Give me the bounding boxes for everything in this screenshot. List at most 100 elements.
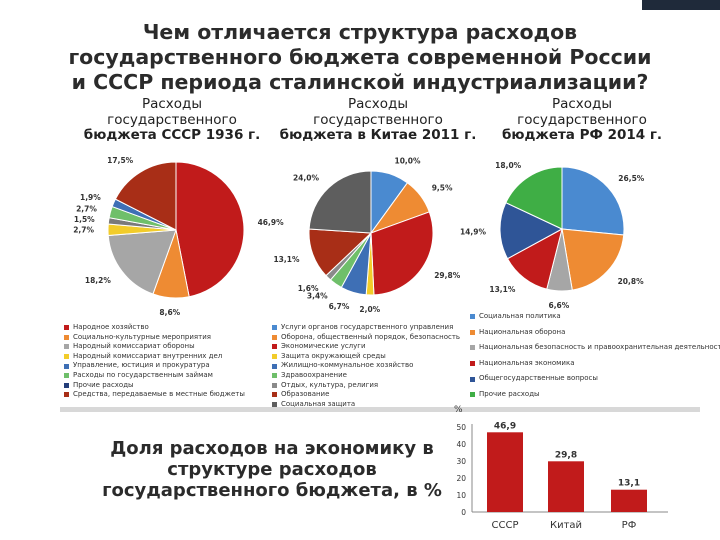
pie-title-ussr-line-1: Расходы (141, 96, 203, 112)
pie-rf-label-0: 26,5% (618, 174, 645, 183)
pie-rf-label-3: 13,1% (489, 285, 516, 294)
legend-china-label-2: Экономические услуги (281, 342, 366, 351)
legend-ussr: Народное хозяйство Социально-культурные м… (64, 323, 245, 400)
legend-ussr-label-6: Прочие расходы (73, 380, 134, 389)
legend-china-label-5: Здравоохранение (281, 370, 347, 379)
legend-ussr-swatch-6 (64, 382, 69, 388)
pie-ussr-slice-0 (175, 161, 245, 298)
legend-china-label-4: Жилищно-коммунальное хозяйство (281, 361, 414, 370)
legend-ussr-label-3: Народный комиссариат внутренних дел (73, 351, 223, 360)
legend-ussr-item-2: Народный комиссариат обороны (64, 342, 245, 352)
bar-category-0: СССР (492, 520, 519, 531)
legend-rf-swatch-1 (470, 329, 475, 335)
legend-rf-swatch-4 (470, 376, 475, 382)
pie-title-china-line-1: Расходы (347, 96, 409, 112)
bar-title-line-3: государственного бюджета, в % (102, 480, 442, 501)
legend-china-item-4: Жилищно-коммунальное хозяйство (272, 361, 460, 371)
legend-china-swatch-3 (272, 354, 277, 360)
legend-rf-item-5: Прочие расходы (470, 387, 720, 403)
legend-china-swatch-1 (272, 334, 277, 340)
legend-rf-item-0: Социальная политика (470, 309, 720, 325)
legend-china-item-3: Защита окружающей среды (272, 352, 460, 362)
legend-china-swatch-2 (272, 344, 277, 350)
legend-china-swatch-6 (272, 382, 277, 388)
bar-value-label-0: 46,9 (494, 421, 516, 431)
pie-ussr-label-2: 18,2% (85, 276, 112, 285)
pie-china-label-6: 1,6% (298, 284, 319, 293)
legend-rf-label-2: Национальная безопасность и правоохранит… (479, 343, 720, 352)
legend-china-item-5: Здравоохранение (272, 371, 460, 381)
legend-rf-item-1: Национальная оборона (470, 325, 720, 341)
pie-china-label-0: 10,0% (395, 157, 422, 166)
pie-ussr-label-6: 1,9% (80, 193, 101, 202)
pie-china-label-7: 13,1% (273, 255, 300, 264)
pie-ussr-slice-2 (107, 229, 177, 295)
pie-title-china: Расходы государственного бюджета в Китае… (268, 96, 488, 144)
legend-rf-label-1: Национальная оборона (479, 327, 566, 336)
legend-rf-label-4: Общегосударственные вопросы (479, 374, 598, 383)
legend-rf-item-4: Общегосударственные вопросы (470, 371, 720, 387)
pie-china-label-5: 3,4% (307, 292, 328, 301)
legend-ussr-item-6: Прочие расходы (64, 381, 245, 391)
pie-china-slice-8 (308, 170, 372, 234)
legend-china-swatch-4 (272, 363, 277, 369)
bar-chart-title: Доля расходов на экономику в структуре р… (92, 438, 452, 501)
bar-ytick-1: 10 (456, 491, 466, 500)
pie-rf-label-4: 14,9% (460, 227, 487, 236)
bar-1 (548, 461, 584, 512)
legend-ussr-item-1: Социально-культурные мероприятия (64, 333, 245, 343)
pie-ussr-slice-7 (114, 161, 177, 231)
legend-rf: Социальная политика Национальная оборона Н… (470, 309, 720, 403)
page-title: Чем отличается структура расходов госуда… (0, 20, 720, 95)
bar-0 (487, 432, 523, 512)
legend-ussr-label-5: Расходы по государственным займам (73, 370, 213, 379)
legend-rf-label-0: Социальная политика (479, 312, 561, 320)
pie-title-ussr: Расходы государственного бюджета СССР 19… (62, 96, 282, 144)
legend-china-label-8: Социальная защита (281, 399, 356, 408)
title-line-3: и СССР периода сталинской индустриализац… (71, 70, 649, 94)
bar-category-1: Китай (550, 520, 582, 531)
legend-ussr-label-4: Управление, юстиция и прокуратура (73, 361, 210, 370)
bar-ytick-3: 30 (456, 457, 466, 466)
pie-china-label-2: 29,8% (434, 271, 461, 280)
legend-ussr-swatch-7 (64, 392, 69, 398)
legend-rf-swatch-2 (470, 345, 475, 351)
pie-china-label-4: 6,7% (329, 302, 350, 311)
legend-ussr-label-7: Средства, передаваемые в местные бюджеты (73, 390, 245, 399)
bar-ytick-4: 40 (456, 440, 466, 449)
bar-title-line-1: Доля расходов на экономику в (110, 438, 434, 459)
pie-ussr-label-5: 2,7% (76, 204, 97, 213)
legend-ussr-item-7: Средства, передаваемые в местные бюджеты (64, 390, 245, 400)
bar-title-line-2: структуре расходов (167, 459, 377, 480)
legend-ussr-item-4: Управление, юстиция и прокуратура (64, 361, 245, 371)
pie-title-ussr-line-3: бюджета СССР 1936 г. (83, 127, 261, 143)
legend-ussr-item-0: Народное хозяйство (64, 323, 245, 333)
legend-rf-item-2: Национальная безопасность и правоохранит… (470, 340, 720, 356)
legend-china-swatch-0 (272, 325, 277, 331)
pie-title-ussr-line-2: государственного (107, 111, 237, 128)
legend-china-item-0: Услуги органов государственного управлен… (272, 323, 460, 333)
legend-china-label-6: Отдых, культура, религия (281, 380, 379, 389)
title-line-1: Чем отличается структура расходов (142, 20, 578, 44)
legend-china-swatch-7 (272, 392, 277, 398)
legend-ussr-label-2: Народный комиссариат обороны (73, 342, 195, 351)
bar-2 (611, 489, 647, 512)
bar-ylabel: % (454, 405, 463, 415)
legend-ussr-swatch-2 (64, 344, 69, 350)
pie-china-slice-2 (370, 211, 434, 296)
pie-title-rf-line-3: бюджета РФ 2014 г. (501, 127, 663, 143)
title-line-2: государственного бюджета современной Рос… (68, 45, 652, 69)
pie-title-rf-line-2: государственного (517, 111, 647, 128)
bar-chart: % 0 10 20 30 40 50 46,9 СССР 29,8 Китай 13,1 РФ (454, 405, 668, 531)
bar-ytick-2: 20 (456, 474, 466, 483)
legend-china-item-7: Образование (272, 390, 460, 400)
pie-ussr-label-4: 1,5% (74, 215, 95, 224)
pie-charts: 46,9% 8,6% 18,2% 2,7% 1,5% 2,7% 1,9% 17,5% 10,0%… (73, 156, 645, 317)
pie-rf-slice-5 (505, 166, 563, 230)
legend-rf-swatch-3 (470, 361, 475, 367)
pie-china-label-3: 2,0% (359, 305, 380, 314)
pie-title-china-line-3: бюджета в Китае 2011 г. (279, 127, 477, 143)
bar-ytick-5: 50 (456, 423, 466, 432)
legend-rf-label-3: Национальная экономика (479, 358, 575, 367)
legend-china-item-1: Оборона, общественный порядок, безопасно… (272, 333, 460, 343)
